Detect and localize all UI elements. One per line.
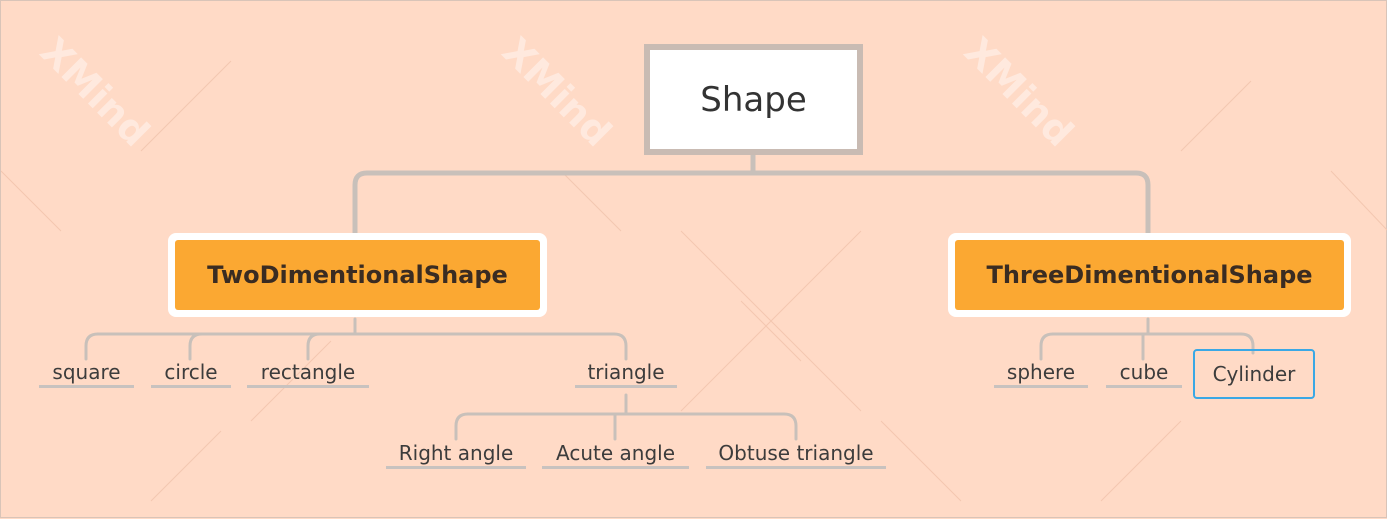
subtopic-square[interactable]: square — [39, 358, 134, 388]
subtopic-sphere[interactable]: sphere — [994, 358, 1088, 388]
root-topic[interactable]: Shape — [644, 44, 863, 155]
topic-two-dimentional-shape[interactable]: TwoDimentionalShape — [168, 233, 547, 317]
connector-square — [84, 332, 100, 361]
topic-three-dimentional-shape[interactable]: ThreeDimentionalShape — [948, 233, 1351, 317]
subtopic-cube[interactable]: cube — [1106, 358, 1182, 388]
topic-label: TwoDimentionalShape — [175, 240, 540, 310]
subtopic-obtuse-triangle[interactable]: Obtuse triangle — [706, 439, 886, 469]
topic-label: ThreeDimentionalShape — [955, 240, 1344, 310]
connector-root-2d — [352, 152, 756, 238]
subtopic-cylinder-selected[interactable]: Cylinder — [1193, 349, 1315, 399]
connector-2d-bar — [96, 332, 628, 361]
subtopic-triangle[interactable]: triangle — [575, 358, 677, 388]
connector-3d-bar — [1051, 332, 1255, 355]
connector-root-3d — [750, 170, 1151, 238]
connector-rectangle — [306, 332, 322, 361]
subtopic-circle[interactable]: circle — [151, 358, 231, 388]
connector-triangle-bar — [466, 412, 798, 441]
subtopic-acute-angle[interactable]: Acute angle — [542, 439, 689, 469]
connector-right-angle — [454, 412, 470, 441]
subtopic-rectangle[interactable]: rectangle — [247, 358, 369, 388]
subtopic-right-angle[interactable]: Right angle — [386, 439, 526, 469]
connector-sphere — [1039, 332, 1055, 361]
connector-circle — [188, 332, 204, 361]
